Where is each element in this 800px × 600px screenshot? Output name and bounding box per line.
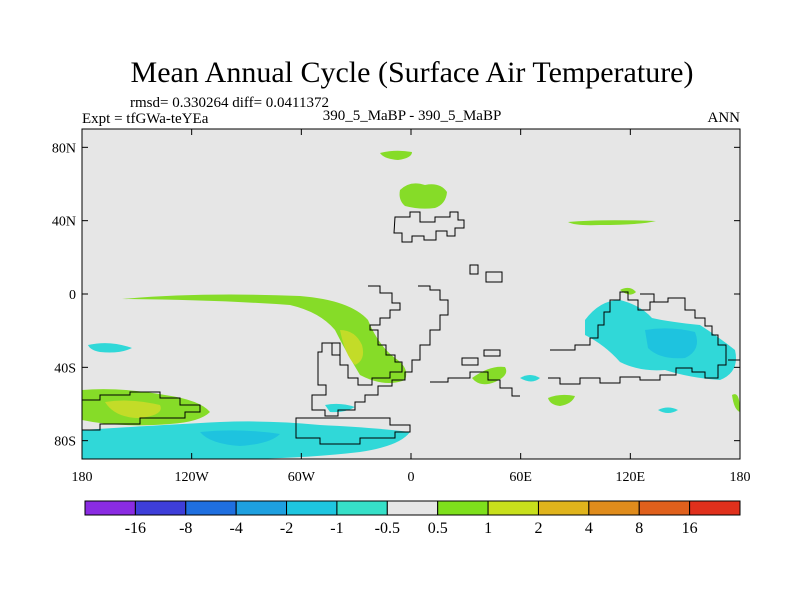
colorbar-box (134, 500, 187, 516)
x-tick-label: 120E (616, 470, 646, 485)
colorbar-label: 2 (534, 520, 542, 537)
x-tick-label: 60W (288, 470, 316, 485)
anomaly-indian (548, 394, 575, 406)
colorbar-box (286, 500, 338, 516)
colorbar-box (487, 500, 539, 516)
x-tick-label: 60E (509, 470, 532, 485)
experiment-label: Expt = tfGWa-teYEa (82, 111, 209, 127)
colorbar-box (84, 500, 136, 516)
colorbar-box (336, 500, 388, 516)
coastline-island-d (483, 349, 501, 357)
stats-text: rmsd= 0.330264 diff= 0.0411372 (130, 95, 329, 111)
y-tick-label: 40S (54, 361, 76, 376)
coastline-europe (393, 211, 465, 243)
map-panel (82, 129, 740, 459)
anomaly-east-edge (732, 394, 740, 412)
anomaly-s-pacific-streak (88, 343, 132, 353)
coastlines (82, 211, 740, 445)
anomaly-sw-pacific-core (105, 400, 161, 418)
colorbar-label: -8 (179, 520, 192, 537)
anomaly-nz (620, 287, 636, 295)
y-tick-label: 80N (52, 141, 76, 156)
anomaly-tasman (658, 407, 678, 413)
coastline-island-c (461, 357, 479, 366)
anomaly-europe (399, 183, 447, 209)
coastline-s-atlantic (430, 371, 520, 397)
colorbar-label: 1 (484, 520, 492, 537)
comparison-label: 390_5_MaBP - 390_5_MaBP (323, 108, 502, 124)
coastline-antarctic (82, 391, 201, 431)
colorbar-box (689, 500, 741, 516)
x-tick-label: 180 (730, 470, 751, 485)
coastline-pacific-isl (640, 293, 655, 302)
y-tick-label: 40N (52, 215, 76, 230)
coastline-island-b (485, 271, 503, 283)
colorbar-box (588, 500, 640, 516)
anomaly-indian-cyan (520, 375, 540, 382)
colorbar-label: 0.5 (428, 520, 448, 537)
colorbar-box (537, 500, 590, 516)
colorbar-box (235, 500, 288, 516)
colorbar-label: 16 (682, 520, 698, 537)
figure-title: Mean Annual Cycle (Surface Air Temperatu… (131, 56, 694, 89)
x-tick-label: 180 (72, 470, 93, 485)
anomaly-arctic (380, 150, 412, 160)
colorbar-box (638, 500, 691, 516)
anomaly-atlantic-band (122, 294, 407, 384)
anomaly-atlantic-core (340, 330, 364, 365)
colorbar: -16 -8 -4 -2 -1 -0.5 0.5 1 2 4 8 16 (84, 500, 741, 537)
colorbar-box (386, 500, 439, 516)
coastline-caribbean (325, 342, 341, 355)
colorbar-label: -16 (125, 520, 146, 537)
colorbar-label: -2 (280, 520, 293, 537)
colorbar-label: -0.5 (375, 520, 400, 537)
colorbar-label: -4 (229, 520, 242, 537)
anomaly-asia-band (568, 220, 656, 226)
x-tick-label: 0 (408, 470, 415, 485)
y-tick-label: 0 (69, 288, 76, 303)
colorbar-label: 8 (635, 520, 643, 537)
season-label: ANN (708, 110, 741, 126)
coastline-asia-east (548, 291, 727, 385)
x-axis: 180 120W 60W 0 60E 120E 180 (72, 129, 751, 485)
colorbar-box (185, 500, 237, 516)
anomaly-antarctic-west (200, 430, 280, 446)
colorbar-label: -1 (330, 520, 343, 537)
x-tick-label: 120W (175, 470, 210, 485)
y-tick-label: 80S (54, 435, 76, 450)
colorbar-box (437, 500, 489, 516)
coastline-antarctic-east (295, 417, 411, 445)
coastline-island-a (469, 264, 479, 275)
colorbar-label: 4 (585, 520, 593, 537)
y-axis: 80N 40N 0 40S 80S (52, 141, 740, 450)
coastline-americas (311, 285, 449, 417)
anomaly-australia-core (645, 328, 698, 359)
